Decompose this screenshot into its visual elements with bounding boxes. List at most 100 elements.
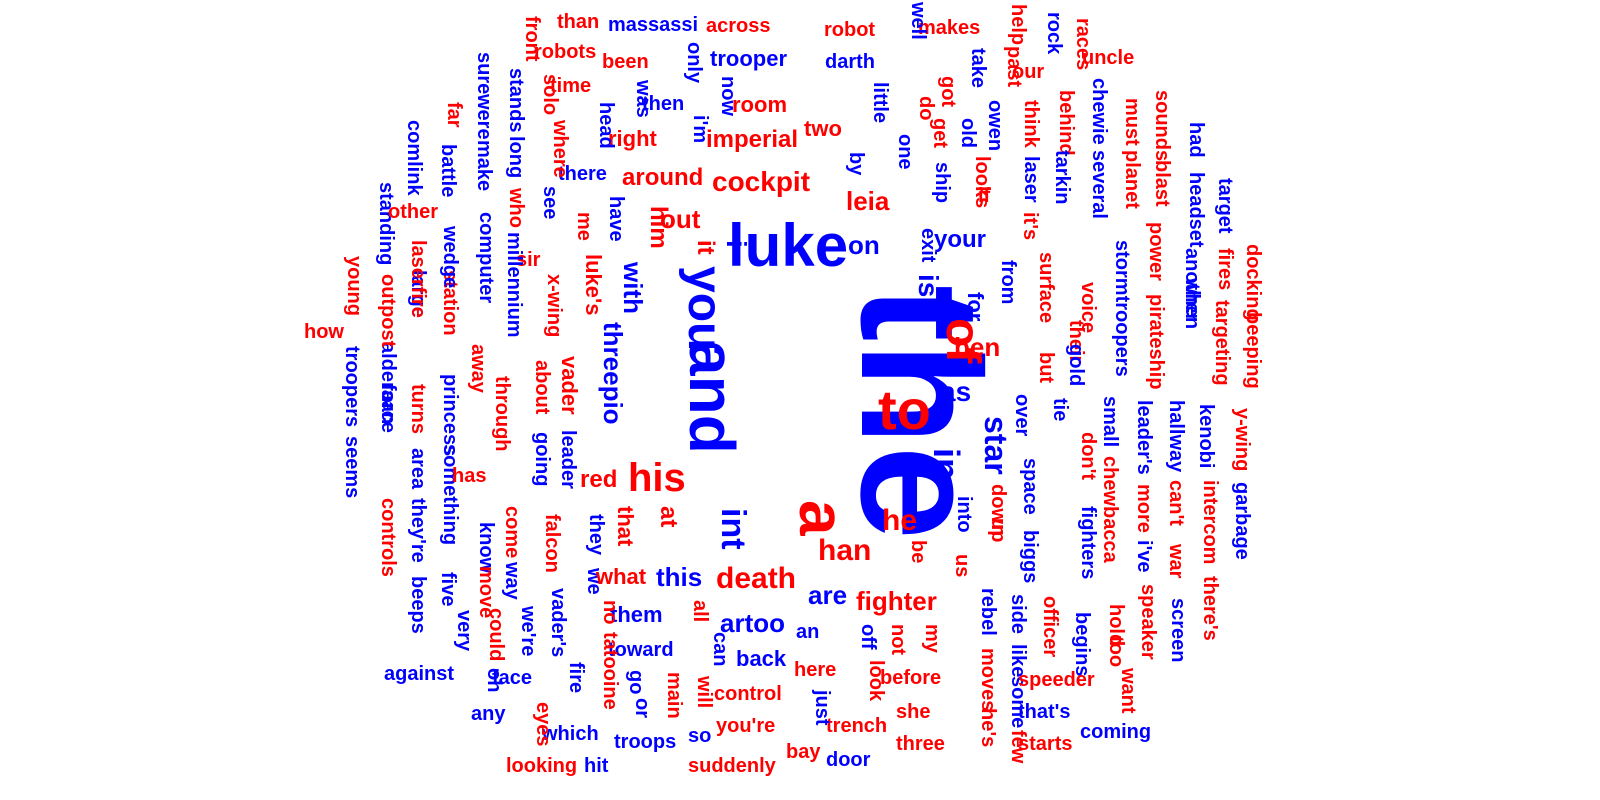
cloud-word: troops — [614, 731, 677, 753]
cloud-word: control — [714, 683, 782, 705]
cloud-word: rock — [1043, 12, 1065, 55]
cloud-word: laser — [1020, 156, 1042, 203]
cloud-word: solo — [539, 74, 561, 116]
cloud-word: head — [595, 102, 617, 149]
cloud-word: controls — [377, 498, 399, 577]
cloud-word: will — [693, 676, 715, 709]
cloud-word: take — [967, 48, 989, 89]
cloud-word: trooper — [710, 46, 787, 71]
cloud-word: do — [915, 96, 937, 121]
cloud-word: int — [714, 508, 752, 550]
cloud-word: to — [878, 378, 931, 441]
cloud-word: want — [1117, 668, 1139, 714]
cloud-word: five — [437, 572, 459, 607]
cloud-word: right — [608, 126, 657, 151]
cloud-word: we're — [517, 606, 539, 657]
cloud-word: x-wing — [543, 274, 565, 338]
cloud-word: one — [894, 134, 916, 170]
cloud-word: speeder — [1018, 669, 1095, 691]
cloud-word: suddenly — [688, 755, 776, 777]
cloud-word: were — [473, 94, 495, 140]
cloud-word: our — [1012, 61, 1045, 83]
cloud-word: small — [1099, 396, 1121, 448]
cloud-word: comlink — [403, 120, 425, 196]
cloud-word: kenobi — [1195, 404, 1217, 469]
cloud-word: here — [794, 659, 837, 681]
cloud-word: rebel — [977, 588, 999, 636]
cloud-word: death — [716, 562, 797, 595]
cloud-word: outpost — [377, 274, 399, 348]
cloud-word: must — [1121, 98, 1143, 146]
cloud-word: biggs — [1019, 530, 1041, 584]
cloud-word: you're — [716, 715, 776, 737]
cloud-word: that — [613, 506, 638, 547]
cloud-word: make — [473, 140, 495, 192]
cloud-word: massassi — [608, 14, 699, 36]
cloud-word: star — [978, 416, 1014, 475]
cloud-word: it — [692, 240, 719, 255]
cloud-word: she — [896, 701, 931, 723]
cloud-word: intercom — [1199, 480, 1221, 565]
cloud-word: fire — [565, 662, 587, 694]
cloud-word: coming — [1080, 721, 1152, 743]
cloud-word: behind — [1055, 90, 1077, 156]
cloud-word: if — [978, 185, 991, 207]
cloud-word: i — [721, 240, 752, 248]
cloud-word: sounds — [1151, 90, 1173, 162]
cloud-word: i'm — [689, 115, 711, 144]
cloud-word: be — [907, 540, 929, 564]
cloud-word: had — [1185, 122, 1207, 158]
cloud-word: go — [625, 670, 647, 695]
cloud-word: leader's — [1133, 400, 1155, 475]
cloud-word: red — [580, 466, 618, 493]
cloud-word: fighter — [856, 586, 937, 616]
cloud-word: vader's — [547, 588, 569, 658]
cloud-word: tatooine — [599, 632, 621, 710]
cloud-word: only — [683, 42, 705, 84]
cloud-word: leader — [557, 430, 579, 489]
cloud-word: imperial — [706, 126, 799, 153]
cloud-word: that's — [1018, 701, 1071, 723]
cloud-word: old — [957, 118, 979, 148]
cloud-word: beeping — [1242, 312, 1264, 389]
cloud-word: us — [951, 554, 973, 578]
cloud-word: y-wing — [1231, 408, 1253, 472]
cloud-word: back — [736, 646, 787, 671]
cloud-word: up — [987, 518, 1009, 543]
cloud-word: it's — [1019, 212, 1041, 241]
cloud-word: by — [845, 152, 867, 176]
cloud-word: they — [585, 514, 607, 556]
cloud-word: have — [605, 196, 627, 242]
cloud-word: luke's — [581, 254, 606, 316]
cloud-word: other — [388, 201, 438, 223]
cloud-word: falcon — [541, 514, 563, 573]
cloud-word: sir — [516, 249, 541, 271]
cloud-word: power — [1145, 222, 1167, 281]
cloud-word: you — [678, 266, 731, 352]
cloud-word: oh — [483, 668, 505, 693]
cloud-word: stormtroopers — [1111, 240, 1133, 377]
cloud-word: front — [521, 16, 543, 62]
cloud-word: which — [542, 723, 599, 745]
cloud-word: gold — [1065, 344, 1087, 387]
cloud-word: robots — [534, 41, 597, 63]
cloud-word: when — [1181, 278, 1203, 330]
cloud-word: what — [596, 564, 647, 589]
cloud-word: pirateship — [1145, 294, 1167, 390]
cloud-word: on — [848, 230, 880, 260]
cloud-word: screen — [1167, 598, 1189, 663]
cloud-word: help — [1007, 4, 1029, 46]
cloud-word: docking — [1242, 244, 1264, 321]
cloud-word: away — [467, 344, 489, 393]
cloud-word: darth — [825, 51, 875, 73]
cloud-word: stands — [505, 68, 527, 133]
cloud-word: bay — [786, 741, 821, 763]
cloud-word: blast — [1151, 160, 1173, 207]
cloud-word: past — [1003, 46, 1025, 88]
cloud-word: at — [655, 506, 682, 528]
cloud-word: side — [1007, 594, 1029, 635]
cloud-word: headset — [1185, 172, 1207, 248]
cloud-word: in — [926, 448, 967, 480]
cloud-word: can — [709, 632, 731, 667]
